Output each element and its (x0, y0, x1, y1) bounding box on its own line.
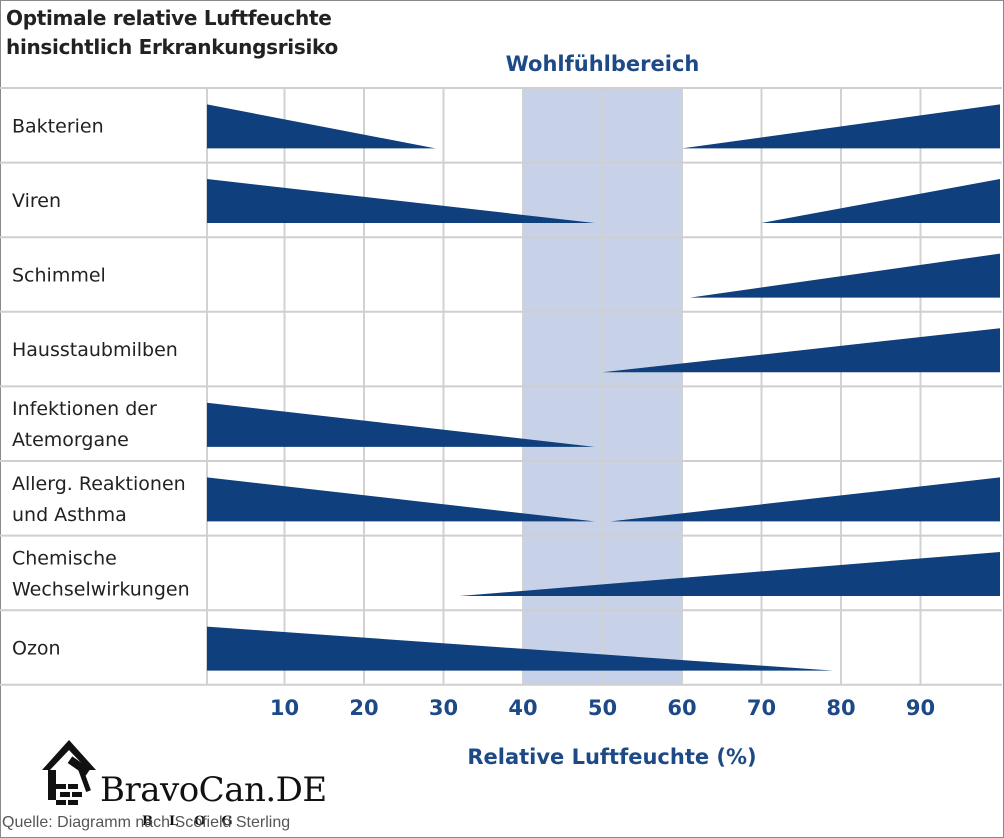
logo-text: BravoCan.DE (100, 770, 327, 810)
row-label: und Asthma (12, 504, 127, 526)
risk-wedge (207, 626, 834, 671)
row-label: Allerg. Reaktionen (12, 473, 186, 495)
row-label: Wechselwirkungen (12, 578, 190, 600)
x-axis-title: Relative Luftfeuchte (%) (467, 745, 756, 769)
x-tick-label: 50 (588, 696, 617, 720)
risk-wedge (682, 104, 1000, 149)
risk-wedge (610, 477, 1000, 522)
risk-wedge (761, 179, 1000, 224)
row-label: Viren (12, 190, 61, 212)
x-tick-label: 60 (667, 696, 696, 720)
x-tick-label: 70 (747, 696, 776, 720)
risk-wedge (207, 104, 436, 149)
title-line-1: Optimale relative Luftfeuchte (6, 6, 332, 30)
x-tick-label: 10 (270, 696, 299, 720)
row-label: Schimmel (12, 265, 106, 287)
bravocan-logo: BravoCan.DE BLOG (38, 734, 338, 834)
source-caption: Quelle: Diagramm nach Scofield Sterling (2, 814, 291, 831)
risk-wedge (207, 179, 595, 224)
row-label: Infektionen der (12, 398, 157, 420)
risk-wedge (459, 552, 1000, 597)
risk-wedge (689, 253, 1000, 298)
chart-title: Optimale relative Luftfeuchte hinsichtli… (6, 4, 338, 62)
risk-wedge (207, 477, 595, 522)
x-tick-label: 80 (826, 696, 855, 720)
risk-wedge (602, 328, 1000, 373)
risk-wedge (207, 402, 595, 447)
row-label: Hausstaubmilben (12, 339, 178, 361)
house-with-hammer-icon (42, 740, 96, 805)
x-tick-label: 20 (349, 696, 378, 720)
row-label: Chemische (12, 547, 117, 569)
row-label: Ozon (12, 638, 61, 660)
x-tick-label: 30 (429, 696, 458, 720)
logo-subtext: BLOG (142, 814, 249, 829)
row-label: Bakterien (12, 115, 104, 137)
comfort-zone-label: Wohlfühlbereich (506, 52, 700, 76)
title-line-2: hinsichtlich Erkrankungsrisiko (6, 35, 338, 59)
x-tick-label: 90 (906, 696, 935, 720)
x-tick-label: 40 (508, 696, 537, 720)
row-label: Atemorgane (12, 429, 129, 451)
